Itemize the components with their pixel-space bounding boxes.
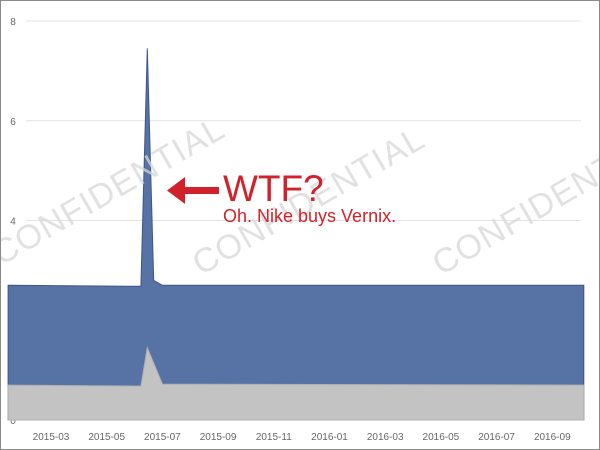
y-tick-label: 0 — [10, 416, 16, 427]
annotation-headline: WTF? — [223, 168, 324, 209]
x-tick-label: 2015-11 — [256, 432, 292, 443]
arrow-shaft — [183, 187, 219, 194]
x-tick-label: 2016-03 — [367, 432, 404, 443]
x-tick-label: 2016-05 — [423, 432, 460, 443]
series-area-0 — [7, 48, 585, 421]
y-tick-label: 8 — [10, 17, 16, 28]
x-tick-label: 2016-07 — [478, 432, 515, 443]
x-tick-label: 2016-01 — [311, 432, 348, 443]
annotation-subtext: Oh. Nike buys Vernix. — [223, 206, 397, 226]
series-area-1 — [7, 345, 585, 421]
watermark: CONFIDENTIAL — [426, 119, 599, 283]
x-tick-label: 2015-05 — [88, 432, 125, 443]
y-tick-label: 4 — [10, 217, 16, 228]
x-tick-label: 2016-09 — [534, 432, 571, 443]
x-tick-label: 2015-07 — [144, 432, 181, 443]
y-tick-label: 6 — [10, 117, 16, 128]
x-tick-label: 2015-09 — [200, 432, 237, 443]
arrow-head-icon — [167, 177, 185, 204]
x-tick-label: 2015-03 — [33, 432, 70, 443]
